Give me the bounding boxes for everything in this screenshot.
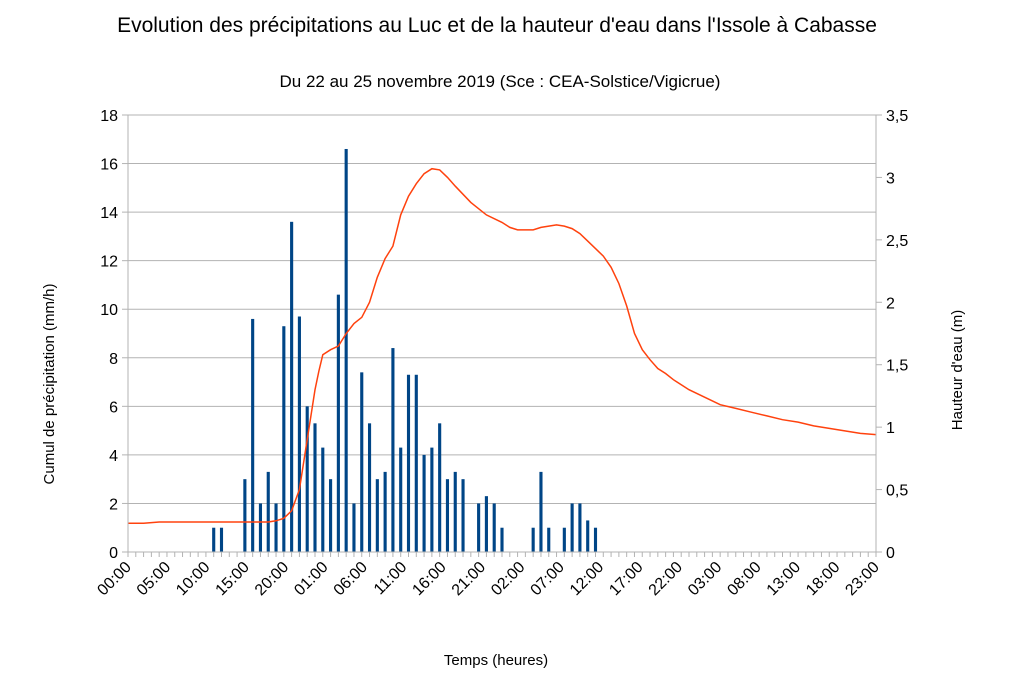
- y-axis-right-label: Hauteur d'eau (m): [949, 310, 966, 430]
- x-tick-label: 02:00: [488, 559, 528, 599]
- bar: [274, 503, 278, 552]
- bar: [539, 471, 543, 552]
- x-tick-label: 13:00: [764, 559, 804, 599]
- x-tick-label: 22:00: [646, 559, 686, 599]
- bar: [445, 479, 450, 552]
- bar: [251, 318, 255, 552]
- x-axis-label: Temps (heures): [444, 652, 548, 669]
- bar: [375, 479, 379, 552]
- right-tick-label: 2,5: [886, 233, 908, 250]
- left-tick-label: 6: [109, 399, 118, 416]
- bar: [258, 503, 263, 552]
- bar: [531, 527, 535, 552]
- left-tick-label: 18: [100, 108, 118, 125]
- bar: [484, 496, 488, 552]
- x-tick-label: 17:00: [606, 559, 646, 599]
- right-axis-ticks: 0 0,5 1 1,5 2 2,5 3 3,5: [876, 108, 908, 562]
- bar: [461, 479, 465, 552]
- x-tick-label: 21:00: [449, 559, 489, 599]
- x-tick-label: 16:00: [409, 559, 449, 599]
- bar: [391, 348, 395, 552]
- chart-title: Evolution des précipitations au Luc et d…: [117, 14, 877, 37]
- x-axis-ticks: 00:00 05:00 10:00 15:00 20:00 01:00 06:00 11:00…: [94, 552, 883, 599]
- bar: [212, 527, 216, 552]
- left-tick-label: 12: [100, 254, 118, 271]
- left-tick-label: 0: [109, 545, 118, 562]
- bar: [399, 447, 403, 552]
- bar: [290, 221, 294, 553]
- right-tick-label: 2: [886, 295, 895, 312]
- bar: [360, 372, 364, 552]
- bar: [313, 423, 317, 552]
- bar: [477, 503, 481, 552]
- x-tick-label: 00:00: [94, 559, 134, 599]
- x-tick-label: 03:00: [685, 559, 725, 599]
- bar: [430, 447, 434, 552]
- bar: [321, 447, 325, 552]
- right-tick-label: 1,5: [886, 358, 908, 375]
- bar: [336, 294, 340, 552]
- bar: [219, 527, 224, 552]
- bar: [422, 454, 426, 552]
- x-tick-label: 11:00: [371, 559, 411, 599]
- bar: [344, 148, 348, 552]
- water-level-line: [128, 167, 877, 525]
- x-tick-label: 08:00: [724, 559, 764, 599]
- axes: [127, 115, 877, 553]
- bar: [367, 423, 372, 552]
- chart-subtitle: Du 22 au 25 novembre 2019 (Sce : CEA-Sol…: [280, 72, 721, 91]
- left-tick-label: 8: [109, 351, 118, 368]
- bar: [578, 503, 582, 552]
- x-tick-label: 20:00: [252, 559, 292, 599]
- right-tick-label: 3: [886, 170, 895, 187]
- bar: [243, 479, 247, 552]
- bar: [297, 316, 301, 552]
- bar: [383, 471, 387, 552]
- bar: [282, 326, 286, 552]
- right-tick-label: 3,5: [886, 108, 908, 125]
- bar: [438, 423, 442, 552]
- x-tick-label: 18:00: [803, 559, 843, 599]
- bar: [547, 527, 551, 552]
- bar: [500, 527, 504, 552]
- x-tick-label: 07:00: [528, 559, 568, 599]
- left-tick-label: 2: [109, 496, 118, 513]
- bar: [562, 527, 566, 552]
- bar: [570, 503, 574, 552]
- bar: [453, 471, 457, 552]
- bar: [406, 374, 411, 552]
- x-tick-label: 15:00: [213, 559, 253, 599]
- x-tick-label: 01:00: [291, 559, 331, 599]
- x-tick-label: 05:00: [134, 559, 174, 599]
- left-tick-label: 16: [100, 157, 118, 174]
- y-axis-left-label: Cumul de précipitation (mm/h): [41, 284, 58, 485]
- bar: [329, 479, 333, 552]
- precipitation-bars: [212, 148, 598, 553]
- bar: [492, 503, 496, 552]
- grid: [128, 114, 876, 553]
- bar: [305, 406, 309, 552]
- right-tick-label: 0,5: [886, 483, 908, 500]
- right-tick-label: 1: [886, 420, 895, 437]
- x-tick-label: 10:00: [173, 559, 213, 599]
- bar: [586, 520, 590, 552]
- x-tick-label: 06:00: [331, 559, 371, 599]
- bar: [414, 374, 418, 552]
- bar: [266, 471, 270, 552]
- right-tick-label: 0: [886, 545, 895, 562]
- bar: [352, 503, 356, 552]
- bar: [593, 527, 598, 552]
- left-tick-label: 10: [100, 302, 118, 319]
- left-tick-label: 14: [100, 205, 118, 222]
- left-tick-label: 4: [109, 448, 118, 465]
- x-tick-label: 23:00: [842, 559, 882, 599]
- x-tick-label: 12:00: [567, 559, 607, 599]
- left-axis-ticks: 0 2 4 6 8 10 12 14 16 18: [100, 108, 128, 562]
